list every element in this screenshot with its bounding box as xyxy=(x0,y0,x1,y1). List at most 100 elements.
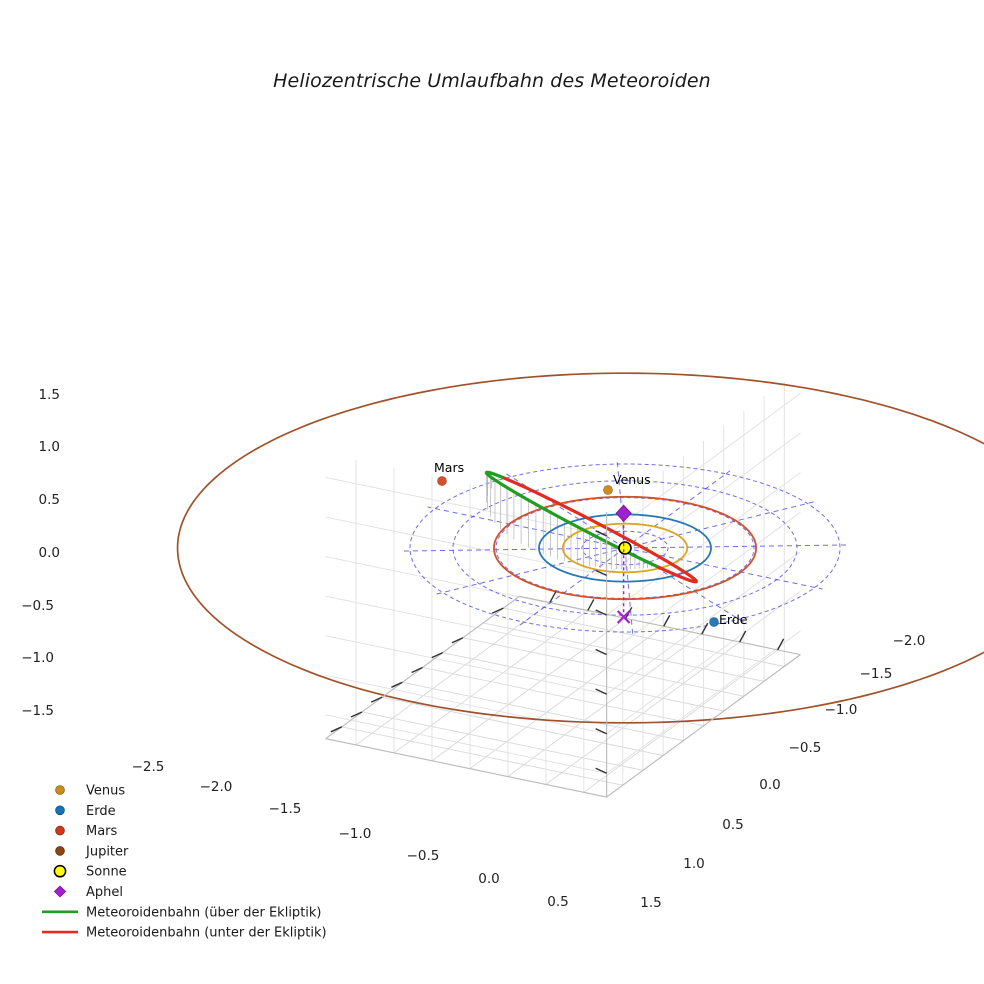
grid-line xyxy=(325,635,607,695)
grid-line xyxy=(606,590,801,735)
tick-mark xyxy=(391,681,403,688)
z-axis-tick-label: 0.0 xyxy=(39,545,60,561)
legend-label: Mars xyxy=(86,824,118,839)
legend-label: Jupiter xyxy=(85,844,129,859)
planet-marker-erde xyxy=(709,617,719,627)
chart-legend: Venus Erde Mars Jupiter Sonne Aphel Meteoroide… xyxy=(42,784,327,941)
grid-line xyxy=(325,714,607,774)
y-axis-tick-label: −1.5 xyxy=(860,666,893,682)
legend-item[interactable]: Meteoroidenbahn (unter der Ekliptik) xyxy=(42,926,327,941)
polar-grid-spoke xyxy=(624,544,849,549)
tick-mark xyxy=(451,637,464,644)
tick-mark xyxy=(595,728,607,735)
grid-line xyxy=(462,637,744,697)
tick-mark xyxy=(330,726,343,733)
meteoroid-below-ecliptic xyxy=(502,476,698,584)
tick-mark xyxy=(587,599,595,611)
legend-marker-venus-icon xyxy=(55,785,65,795)
grid-line xyxy=(325,674,607,735)
grid-line xyxy=(325,516,607,576)
z-axis-tick-label: −1.5 xyxy=(21,703,54,719)
y-axis-tick-label: −1.0 xyxy=(825,702,858,718)
tick-mark xyxy=(595,688,607,695)
legend-item[interactable]: Sonne xyxy=(53,865,127,880)
legend-marker-aphel-icon xyxy=(53,885,67,898)
legend-item[interactable]: Jupiter xyxy=(55,844,129,859)
polar-grid-spoke xyxy=(519,547,626,626)
planet-marker-mars xyxy=(437,476,447,486)
grid-line xyxy=(606,654,801,798)
legend-item[interactable]: Meteoroidenbahn (über der Ekliptik) xyxy=(42,905,322,920)
body-markers xyxy=(437,476,719,627)
grid-line xyxy=(483,622,765,682)
legend-item[interactable]: Aphel xyxy=(53,885,123,900)
legend-label: Aphel xyxy=(86,885,123,900)
aphel-projection-x-icon xyxy=(616,610,631,624)
tick-mark xyxy=(492,607,504,614)
legend-item[interactable]: Erde xyxy=(55,804,116,819)
tick-mark xyxy=(663,614,671,627)
tick-mark xyxy=(595,648,607,656)
polar-grid-spoke xyxy=(435,547,626,595)
legend-item[interactable]: Mars xyxy=(55,824,118,839)
tick-mark xyxy=(595,569,607,577)
orbit-jupiter xyxy=(176,372,984,724)
grid-line xyxy=(402,681,684,742)
grid-line xyxy=(606,472,801,616)
legend-label: Meteoroidenbahn (über der Ekliptik) xyxy=(86,905,322,920)
grid-line xyxy=(325,556,607,616)
planet-marker-venus xyxy=(603,485,613,495)
x-axis-tick-label: 0.5 xyxy=(547,894,568,910)
y-axis-tick-label: 0.5 xyxy=(722,817,743,833)
grid-line xyxy=(442,652,724,712)
y-axis-tick-label: 0.0 xyxy=(759,777,780,793)
legend-label: Erde xyxy=(86,804,116,819)
polar-grid-spoke xyxy=(616,460,626,549)
legend-item[interactable]: Venus xyxy=(55,784,126,799)
x-axis-tick-label: −0.5 xyxy=(407,848,440,864)
grid-line xyxy=(382,696,664,756)
aphel-marker xyxy=(615,504,632,523)
grid-line xyxy=(469,625,665,770)
x-axis-tick-label: −1.0 xyxy=(339,826,372,842)
grid-line xyxy=(355,602,551,746)
legend-marker-erde-icon xyxy=(55,805,65,816)
grid-line xyxy=(325,738,607,798)
planet-label-erde: Erde xyxy=(719,612,748,627)
y-axis-tick-label: −2.0 xyxy=(893,633,926,649)
tick-mark xyxy=(595,609,607,616)
x-axis-tick-label: −2.5 xyxy=(132,759,165,775)
grid-line xyxy=(393,610,589,754)
axis-tick-labels: 1.5 1.0 0.5 0.0 −0.5 −1.0 −1.5 −2.5 −2.0 −1.5 −1.0… xyxy=(21,387,925,911)
grid-line xyxy=(431,617,627,762)
grid-line xyxy=(325,595,607,655)
polar-grid-spoke xyxy=(427,506,626,549)
polar-grid-spoke xyxy=(624,547,823,590)
axes-panes xyxy=(325,381,801,793)
tick-mark xyxy=(431,651,444,659)
tick-mark xyxy=(777,638,785,651)
legend-marker-jupiter-icon xyxy=(55,846,65,856)
planet-orbit-curves xyxy=(176,372,984,724)
legend-marker-mars-icon xyxy=(55,825,65,836)
grid-line xyxy=(422,667,704,727)
axes-spines xyxy=(325,512,801,798)
grid-line xyxy=(606,393,801,537)
orbit-venus xyxy=(561,522,689,574)
grid-line xyxy=(606,630,801,774)
tick-mark xyxy=(549,591,557,603)
polar-grid-circle xyxy=(581,530,669,566)
tick-mark xyxy=(595,530,607,537)
orbit-mars xyxy=(493,495,757,601)
z-axis-tick-label: −1.0 xyxy=(21,650,54,666)
tick-mark xyxy=(739,630,747,643)
sun-marker xyxy=(618,541,632,555)
polar-grid-circle xyxy=(409,463,841,633)
polar-grid-spoke xyxy=(624,470,731,549)
grid-line xyxy=(503,607,785,667)
grid-line xyxy=(341,726,623,786)
x-axis-tick-label: 1.5 xyxy=(640,895,661,911)
tick-mark xyxy=(411,666,423,674)
orbit-erde xyxy=(538,513,712,583)
